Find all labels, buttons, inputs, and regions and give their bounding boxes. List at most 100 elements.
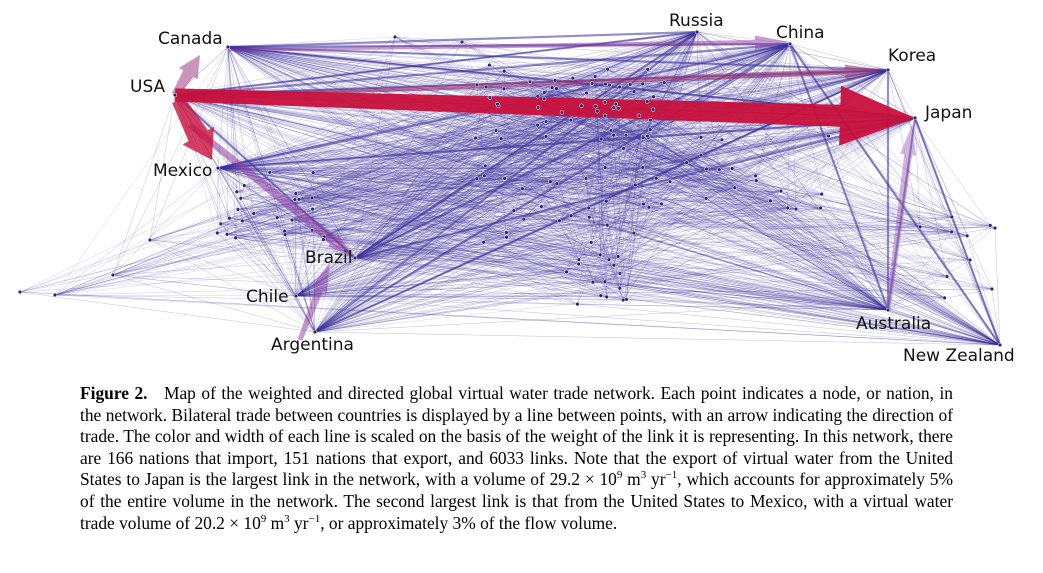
trade-link [295,168,733,297]
nation-node [474,176,479,181]
trade-link [589,207,821,218]
trade-link [229,217,1001,346]
trade-link [295,224,608,297]
trade-link [295,86,620,297]
trade-link [227,46,788,209]
trade-link [625,43,791,136]
trade-link [669,181,952,233]
trade-link [227,46,644,138]
nation-node [944,274,950,279]
trade-link [483,242,945,299]
trade-link [544,98,594,283]
trade-link [295,181,551,297]
trade-link [324,210,514,237]
trade-link [314,135,829,333]
trade-link [595,43,791,77]
trade-link [498,105,992,290]
trade-link [314,168,733,333]
trade-link [613,162,687,266]
trade-link [269,172,507,233]
trade-link [295,281,593,297]
nation-node [233,235,238,240]
trade-link [619,273,889,311]
trade-link [506,188,523,238]
trade-link [474,138,707,199]
trade-link [642,31,698,84]
trade-link [174,94,782,192]
trade-link [484,175,889,311]
trade-link [292,43,791,221]
trade-link [312,175,756,210]
trade-link [217,167,601,256]
nation-node [275,215,280,220]
trade-link [237,207,821,210]
trade-link [244,185,1001,346]
trade-link [299,137,476,200]
nation-node [482,173,487,178]
trade-link [217,167,507,238]
trade-link [244,185,524,220]
trade-link [820,207,945,299]
trade-link [613,264,1001,346]
trade-link [354,187,735,259]
trade-link [354,257,620,289]
exp-1: 9 [616,469,623,482]
trade-link [617,203,644,257]
trade-link [54,167,219,296]
trade-link [314,281,605,333]
trade-link [220,31,698,225]
trade-link [501,138,1001,346]
trade-link [285,117,916,235]
trade-link [220,223,297,297]
nation-node [592,74,598,79]
trade-link [578,259,889,311]
trade-link [496,130,889,311]
trade-link [496,130,648,137]
trade-link [642,136,889,311]
trade-link [592,281,889,311]
trade-link [314,84,478,333]
trade-link [496,130,948,277]
trade-link [541,69,889,207]
trade-link [789,43,993,290]
trade-link [501,138,889,311]
trade-link [311,197,620,289]
trade-link [217,167,707,170]
nation-node [502,69,507,74]
trade-link [227,46,243,221]
trade-link [606,276,948,298]
trade-link [545,43,791,137]
trade-link [625,135,644,205]
trade-link [229,218,316,333]
trade-link [324,109,654,237]
trade-link [489,97,620,289]
trade-link [277,31,698,218]
trade-link [498,105,889,311]
trade-link [476,137,649,179]
trade-link [696,31,971,261]
trade-link [149,88,557,241]
trade-link [244,178,505,186]
trade-link [501,137,644,139]
trade-link [664,31,698,83]
nation-node [557,218,562,223]
trade-link [236,191,316,333]
trade-link [217,167,634,234]
trade-link [483,220,560,243]
trade-link [295,112,562,297]
nation-node [242,183,247,188]
trade-link [354,203,644,259]
trade-link [498,105,580,260]
trade-link [217,167,657,179]
trade-link [217,232,297,297]
trade-link [217,167,644,205]
trade-link [485,162,687,167]
nation-node [730,166,735,171]
trade-link [595,76,822,195]
trade-link [19,291,1001,346]
trade-link [217,138,476,169]
trade-link [295,225,991,297]
trade-link [217,130,497,169]
trade-link [19,291,316,333]
trade-link [544,98,788,209]
